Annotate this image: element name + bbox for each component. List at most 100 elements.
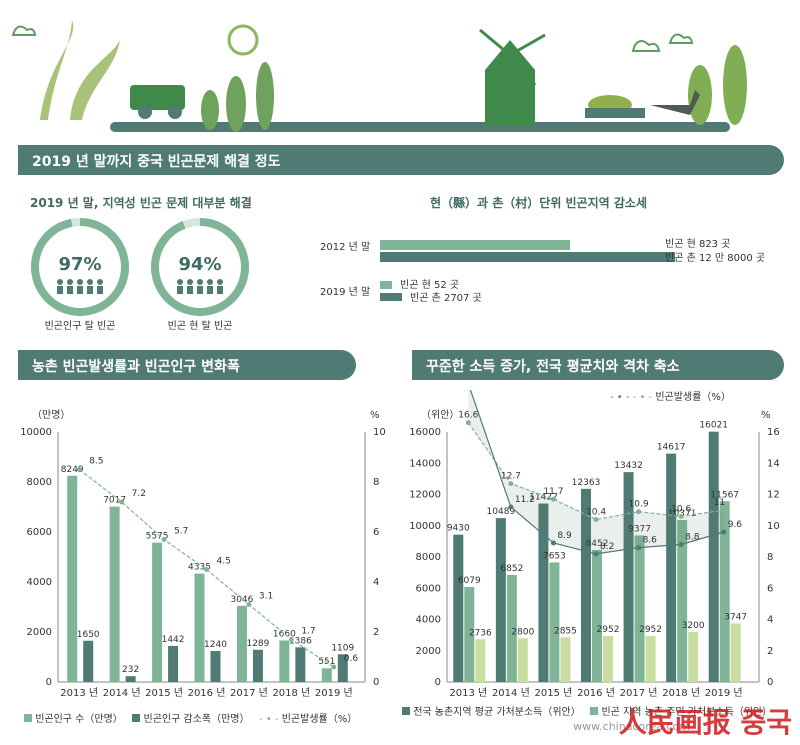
right-ytick-left: 4000: [416, 615, 441, 626]
right-ytick-right: 6: [767, 583, 773, 594]
right-bar-series-0: [666, 453, 677, 682]
left-rate-label: 4.5: [217, 557, 231, 567]
right-bar-label-2: 2952: [597, 625, 620, 635]
right-ytick-right: 4: [767, 615, 773, 626]
left-ytick-left: 8000: [27, 477, 52, 488]
left-ytick-left: 6000: [27, 527, 52, 538]
right-point-a-label: 12.7: [501, 472, 521, 482]
right-bar-series-0: [708, 431, 719, 682]
right-point-b-label: 8.6: [643, 536, 658, 546]
right-xtick: 2014 년: [492, 687, 530, 699]
right-ytick-left: 14000: [409, 458, 441, 469]
left-bar-population: [152, 542, 163, 682]
right-point-b-label: 8.8: [685, 533, 700, 543]
left-rate-label: 1.7: [301, 627, 315, 637]
left-xtick: 2018 년: [272, 687, 310, 699]
left-rate-point: [161, 537, 167, 542]
right-point-a: [550, 496, 556, 502]
right-ytick-right: 10: [767, 521, 780, 532]
right-bar-series-0: [453, 534, 464, 682]
left-label-decrease: 1109: [331, 643, 354, 653]
right-xtick: 2013 년: [449, 687, 487, 699]
gauge-2-value: 94%: [178, 254, 221, 275]
right-point-b-label: 11.2: [515, 495, 535, 505]
left-xtick: 2013 년: [60, 687, 98, 699]
left-ytick-left: 10000: [20, 427, 52, 438]
left-label-decrease: 1289: [246, 639, 269, 649]
right-chart-banner: 꾸준한 소득 증가, 전국 평균치와 격차 축소: [412, 350, 784, 380]
right-point-a: [465, 420, 471, 426]
right-line-legend: - • - - • - 빈곤발생률（%）: [610, 392, 731, 403]
left-label-decrease: 1650: [77, 630, 100, 640]
right-chart-title: 꾸준한 소득 증가, 전국 평균치와 격차 축소: [426, 359, 680, 375]
left-rate-point: [246, 602, 252, 607]
right-bar-label-2: 2736: [469, 628, 492, 638]
gauges: 97% 94% 빈곤인구 탈 빈곤 빈곤 현 탈 빈곤: [31, 218, 249, 332]
right-ytick-left: 10000: [409, 521, 441, 532]
left-xtick: 2014 년: [103, 687, 141, 699]
right-bar-series-1: [464, 587, 475, 682]
right-bar-label-0: 16021: [699, 421, 728, 431]
right-bar-series-1: [506, 574, 517, 682]
right-bar-label-2: 3200: [682, 621, 705, 631]
right-bar-series-1: [634, 535, 645, 682]
right-point-b: [721, 529, 727, 535]
left-bar-population: [321, 668, 332, 682]
left-bar-decrease: [295, 647, 306, 682]
left-rate-point: [76, 467, 82, 472]
bar-2012-village: [380, 252, 675, 262]
right-bar-series-2: [688, 632, 699, 682]
right-bar-series-0: [581, 488, 591, 682]
right-bar-label-1: 6079: [458, 576, 481, 586]
gauge-1-value: 97%: [58, 254, 101, 275]
left-ytick-right: 0: [373, 677, 379, 688]
left-legend-3: 빈곤발생률（%）: [281, 714, 358, 725]
right-bar-series-1: [719, 501, 730, 682]
left-ylabel-right: %: [370, 410, 380, 421]
year-2019: 2019 년 말: [320, 286, 370, 298]
right-bar-label-0: 13432: [614, 461, 643, 471]
right-bar-label-1: 6852: [500, 564, 523, 574]
right-bar-series-2: [730, 623, 741, 682]
left-ytick-right: 4: [373, 577, 379, 588]
right-point-a: [593, 517, 599, 522]
right-bar-label-2: 2952: [639, 625, 662, 635]
right-legend-line: 빈곤발생률（%）: [655, 392, 731, 403]
right-ytick-left: 2000: [416, 646, 441, 657]
left-xtick: 2015 년: [145, 687, 183, 699]
right-point-a-label: 11: [714, 498, 725, 508]
right-bar-label-0: 12363: [572, 478, 601, 488]
right-bar-series-0: [495, 518, 506, 682]
bar-2019-village: [380, 293, 402, 301]
right-point-b-label: 8.2: [600, 542, 614, 552]
right-ytick-left: 12000: [409, 490, 441, 501]
right-xtick: 2015 년: [535, 687, 573, 699]
right-bar-label-1: 8452: [586, 539, 609, 549]
right-point-a: [636, 509, 642, 515]
right-bar-series-2: [517, 638, 528, 682]
left-rate-point: [119, 499, 125, 505]
right-bar-label-2: 3747: [724, 612, 747, 622]
left-legend-2: 빈곤인구 감소폭（만명）: [143, 714, 250, 725]
year-2012: 2012 년 말: [320, 241, 370, 253]
left-legend: 빈곤인구 수（만명） 빈곤인구 감소폭（만명） - • - 빈곤발생률（%）: [24, 710, 357, 725]
right-point-a-label: 10.9: [629, 500, 649, 510]
left-chart-title: 농촌 빈곤발생률과 빈곤인구 변화폭: [32, 359, 240, 375]
right-xtick: 2016 년: [577, 687, 615, 699]
right-point-b: [508, 504, 514, 510]
left-label-population: 3046: [230, 595, 253, 605]
left-ylabel-left: （만명）: [32, 409, 70, 421]
right-ytick-right: 2: [767, 646, 773, 657]
left-rate-label: 7.2: [132, 489, 146, 499]
left-bar-population: [67, 475, 78, 682]
footer-url: www.chinacorea.com: [573, 720, 690, 733]
left-rate-point: [331, 664, 337, 670]
right-ytick-right: 8: [767, 552, 773, 563]
right-gap-area: [468, 390, 724, 554]
right-bar-series-0: [538, 503, 549, 682]
left-ytick-left: 0: [46, 677, 52, 688]
left-rate-point: [288, 637, 294, 642]
label-2012-county: 빈곤 현 823 곳: [665, 238, 730, 250]
left-ytick-right: 10: [373, 427, 386, 438]
